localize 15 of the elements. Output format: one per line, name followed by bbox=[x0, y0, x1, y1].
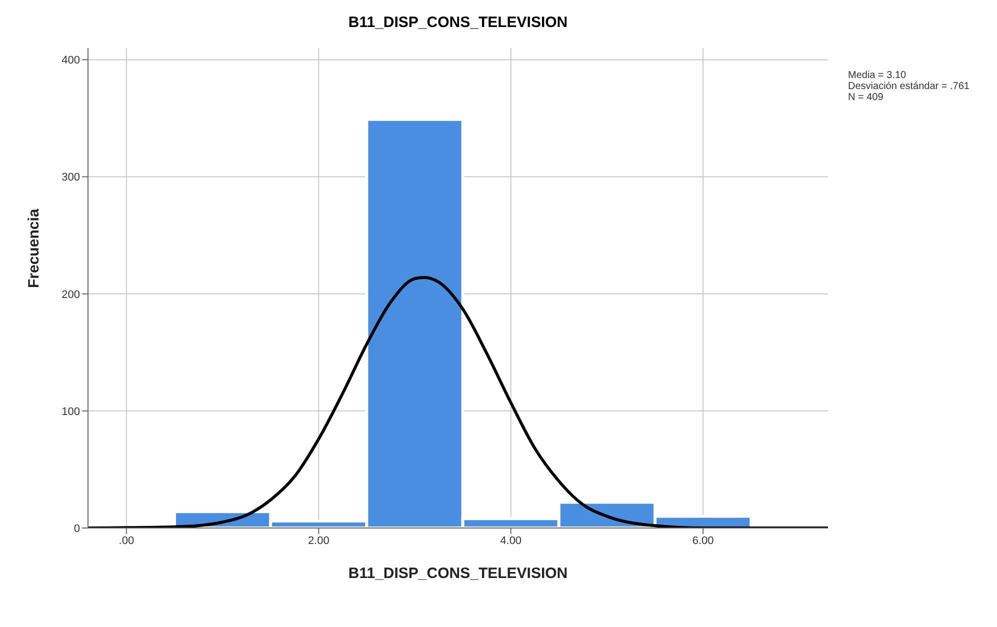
x-tick-label: 6.00 bbox=[692, 534, 714, 547]
y-axis-title: Frecuencia bbox=[25, 208, 42, 288]
x-tick-label: .00 bbox=[118, 534, 134, 547]
text: Desviación estándar = .761 bbox=[848, 81, 970, 92]
y-tick-label: 0 bbox=[74, 522, 80, 535]
x-tick-label: 4.00 bbox=[500, 534, 522, 547]
y-tick-label: 400 bbox=[62, 54, 80, 67]
x-axis-title: B11_DISP_CONS_TELEVISION bbox=[348, 565, 568, 582]
y-tick-label: 300 bbox=[62, 172, 80, 184]
x-tick-label: 2.00 bbox=[308, 534, 330, 547]
text: Media = 3.10 bbox=[848, 70, 908, 81]
y-tick-label: 200 bbox=[62, 288, 80, 301]
chart-title: B11_DISP_CONS_TELEVISION bbox=[347, 14, 569, 31]
y-tick-label: 100 bbox=[62, 406, 80, 418]
text: N = 409 bbox=[848, 92, 884, 103]
